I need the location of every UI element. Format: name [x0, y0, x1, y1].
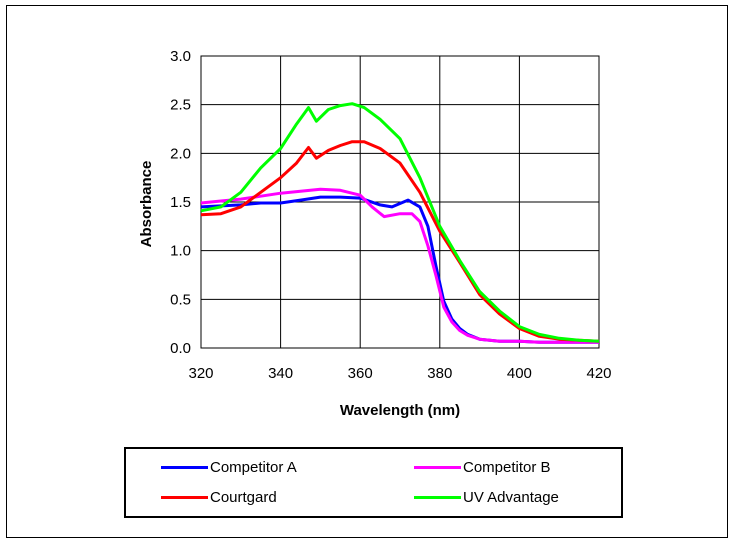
y-tick-label: 3.0 — [170, 48, 191, 65]
x-tick-label: 360 — [348, 365, 373, 382]
legend-label-uv-advantage: UV Advantage — [463, 488, 559, 506]
legend-item-competitor-a: Competitor A — [161, 457, 297, 477]
x-tick-label: 400 — [507, 365, 532, 382]
x-axis-title: Wavelength (nm) — [340, 402, 460, 419]
y-tick-label: 1.5 — [170, 194, 191, 211]
series-line-uv-advantage — [200, 102, 600, 343]
y-axis-title: Absorbance — [138, 161, 155, 248]
x-tick-label: 320 — [188, 365, 213, 382]
legend-item-courtgard: Courtgard — [161, 487, 277, 507]
y-tick-label: 1.0 — [170, 243, 191, 260]
legend-swatch-competitor-a — [161, 465, 208, 469]
x-axis-tick-labels: 320 340 360 380 400 420 — [188, 365, 611, 382]
series-lines — [200, 102, 600, 344]
series-line-competitor-b — [200, 187, 599, 344]
x-tick-label: 340 — [268, 365, 293, 382]
legend-item-competitor-b: Competitor B — [414, 457, 551, 477]
y-axis-tick-labels: 0.0 0.5 1.0 1.5 2.0 2.5 3.0 — [170, 48, 191, 357]
legend-item-uv-advantage: UV Advantage — [414, 487, 559, 507]
series-line-courtgard — [200, 140, 600, 343]
legend-swatch-competitor-b — [414, 465, 461, 469]
legend-swatch-courtgard — [161, 495, 208, 499]
legend: Competitor A Competitor B Courtgard UV A… — [124, 447, 623, 518]
y-tick-label: 2.0 — [170, 145, 191, 162]
x-tick-label: 420 — [586, 365, 611, 382]
legend-label-courtgard: Courtgard — [210, 488, 277, 506]
y-tick-label: 2.5 — [170, 97, 191, 114]
legend-swatch-uv-advantage — [414, 495, 461, 499]
x-tick-label: 380 — [427, 365, 452, 382]
y-tick-label: 0.5 — [170, 291, 191, 308]
legend-label-competitor-b: Competitor B — [463, 458, 551, 476]
legend-label-competitor-a: Competitor A — [210, 458, 297, 476]
y-tick-label: 0.0 — [170, 340, 191, 357]
gridlines — [200, 55, 600, 349]
